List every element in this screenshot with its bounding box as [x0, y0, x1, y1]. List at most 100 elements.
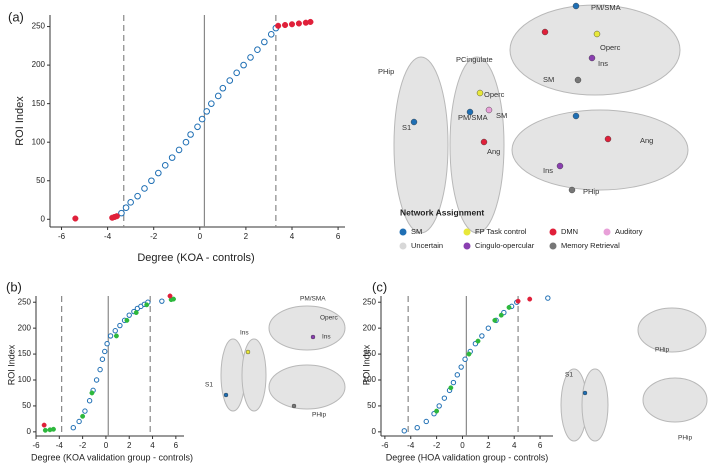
dot	[476, 89, 484, 97]
y-tick-label: 100	[18, 375, 32, 384]
point	[93, 377, 100, 383]
point	[133, 310, 139, 316]
y-tick-label: 100	[363, 375, 377, 384]
x-tick-label: 4	[290, 232, 295, 241]
point	[122, 204, 130, 212]
brain-label: SM	[543, 75, 554, 84]
y-tick-label: 200	[363, 323, 377, 332]
x-tick-label: -6	[381, 441, 389, 450]
legend-swatch	[549, 228, 557, 236]
point	[113, 213, 120, 220]
y-tick-label: 0	[27, 427, 32, 436]
legend-swatch	[463, 242, 471, 250]
x-tick-label: -6	[32, 441, 40, 450]
x-tick-label: 2	[486, 441, 491, 450]
point	[423, 418, 429, 425]
legend-label: DMN	[561, 227, 578, 236]
x-tick-label: -2	[433, 441, 441, 450]
x-tick-label: -4	[407, 441, 415, 450]
point	[434, 408, 440, 414]
point	[261, 38, 268, 46]
point	[458, 364, 464, 370]
y-axis-title: ROI Index	[6, 344, 16, 385]
legend-swatch	[463, 228, 471, 236]
legend-label: Cingulo-opercular	[475, 241, 535, 250]
brain-label: Operc	[600, 43, 621, 52]
brain	[509, 4, 681, 96]
y-tick-label: 50	[22, 401, 31, 410]
brain	[642, 377, 708, 423]
point	[203, 108, 211, 115]
point	[450, 379, 457, 386]
brain-label: Ins	[322, 334, 331, 341]
point	[124, 317, 130, 323]
point	[97, 366, 103, 373]
brain-label: PHip	[678, 435, 692, 442]
point	[214, 92, 222, 100]
point	[454, 372, 461, 378]
x-tick-label: 4	[150, 441, 155, 450]
legend-label: SM	[411, 227, 422, 236]
y-axis-title: ROI Index	[361, 344, 371, 385]
point	[219, 84, 227, 92]
point	[506, 304, 512, 310]
point	[99, 356, 106, 362]
brain	[511, 109, 689, 191]
brain-label: Operc	[484, 90, 505, 99]
y-tick-label: 100	[32, 137, 46, 146]
point	[307, 18, 314, 25]
dot	[572, 2, 580, 10]
dot	[588, 54, 596, 62]
dot	[310, 334, 316, 340]
brain-label: Ins	[598, 59, 608, 68]
point	[187, 131, 194, 138]
y-axis-title: ROI Index	[14, 96, 26, 146]
y-tick-label: 200	[32, 60, 46, 69]
brain	[241, 338, 267, 412]
x-tick-label: 0	[460, 441, 465, 450]
point	[401, 428, 407, 434]
point	[118, 209, 125, 217]
point	[89, 390, 95, 396]
point	[436, 403, 442, 409]
legend-label: Memory Retrieval	[561, 241, 620, 250]
point	[194, 123, 201, 131]
x-tick-label: 2	[244, 232, 249, 241]
point	[155, 169, 162, 177]
x-tick-label: 6	[336, 232, 341, 241]
brain-label: S1	[565, 372, 573, 379]
brain	[393, 56, 449, 234]
legend-swatch	[399, 242, 407, 250]
legend-label: Auditory	[615, 227, 643, 236]
point	[70, 425, 76, 431]
brain-label: PHip	[378, 67, 394, 76]
dot	[541, 28, 549, 36]
point	[479, 333, 485, 339]
brain-label: Ins	[543, 166, 553, 175]
point	[141, 185, 148, 192]
point	[117, 322, 123, 329]
legend-swatch	[399, 228, 407, 236]
point	[475, 338, 481, 344]
point	[127, 199, 134, 206]
y-tick-label: 250	[18, 297, 32, 306]
y-tick-label: 50	[36, 176, 45, 185]
point	[498, 312, 504, 318]
dot	[574, 76, 582, 84]
panel-label: (b)	[6, 279, 22, 294]
x-tick-label: 0	[104, 441, 109, 450]
brain-label: PCingulate	[456, 55, 493, 64]
point	[254, 46, 261, 53]
brain	[449, 56, 505, 234]
brain-label: PHip	[583, 187, 599, 196]
y-tick-label: 50	[367, 401, 376, 410]
panel-label: (a)	[8, 9, 24, 24]
point	[492, 317, 498, 323]
point	[112, 328, 118, 334]
legend-label: Uncertain	[411, 241, 443, 250]
brain	[581, 368, 609, 442]
brain-label: PM/SMA	[458, 113, 488, 122]
point	[42, 427, 48, 433]
dot	[582, 390, 588, 396]
